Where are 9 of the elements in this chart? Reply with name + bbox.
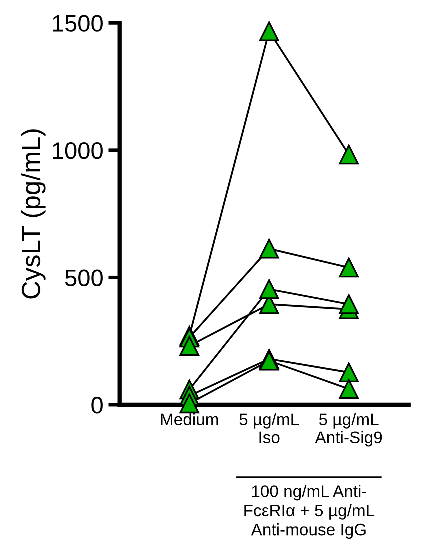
y-axis-title: CysLT (pg/mL) <box>21 130 46 299</box>
x-tick-label: 5 µg/mL Anti-Sig9 <box>315 413 382 447</box>
y-tick-label: 1000 <box>53 142 103 160</box>
y-tick-label: 500 <box>65 270 103 286</box>
y-tick-label: 0 <box>92 397 103 414</box>
x-tick-label: Medium <box>161 413 218 426</box>
text: 100 ng/mL Anti- FcεRIα + 5 µg/mL Anti-mouse IgG <box>244 485 375 540</box>
x-tick-label: 5 µg/mL Iso <box>240 413 300 444</box>
y-tick-label: 1500 <box>53 15 103 32</box>
